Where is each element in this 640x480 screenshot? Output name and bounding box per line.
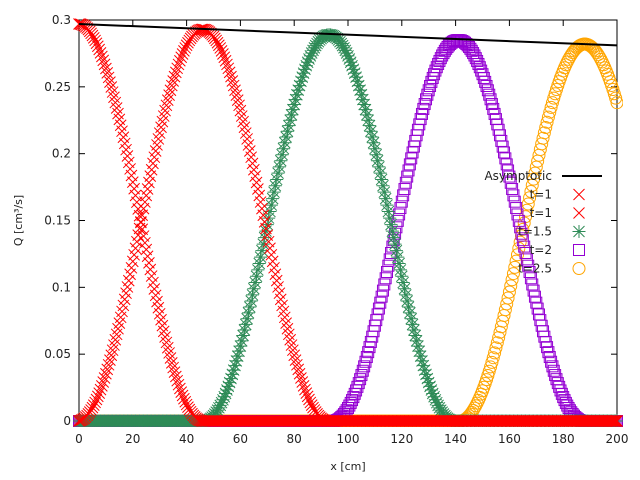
x-tick-label: 60 bbox=[233, 432, 248, 446]
legend-label: t=1.5 bbox=[518, 225, 552, 239]
legend-label: t=2 bbox=[530, 243, 552, 257]
x-axis-label: x [cm] bbox=[330, 460, 365, 473]
legend-marker-icon bbox=[572, 225, 586, 238]
y-tick-label: 0.1 bbox=[52, 280, 71, 294]
x-tick-label: 160 bbox=[498, 432, 521, 446]
x-tick-label: 20 bbox=[125, 432, 140, 446]
legend-marker-icon bbox=[573, 244, 585, 256]
y-tick-label: 0.05 bbox=[44, 347, 71, 361]
y-tick-label: 0.2 bbox=[52, 147, 71, 161]
legend-label: Asymptotic bbox=[484, 169, 552, 183]
x-tick-label: 180 bbox=[552, 432, 575, 446]
legend-marker-icon bbox=[573, 207, 585, 219]
legend-label: t=1 bbox=[530, 188, 552, 202]
y-axis-label: Q [cm³/s] bbox=[12, 195, 25, 246]
x-tick-label: 200 bbox=[606, 432, 629, 446]
x-tick-label: 80 bbox=[287, 432, 302, 446]
x-tick-label: 0 bbox=[75, 432, 83, 446]
legend-marker-icon bbox=[572, 262, 586, 275]
plot-area bbox=[73, 18, 623, 427]
y-tick-label: 0.25 bbox=[44, 80, 71, 94]
legend-marker-icon bbox=[573, 188, 585, 201]
x-tick-label: 100 bbox=[337, 432, 360, 446]
legend-label: t=2.5 bbox=[518, 262, 552, 276]
y-tick-label: 0.15 bbox=[44, 214, 71, 228]
legend-label: t=1 bbox=[530, 206, 552, 220]
series-t-1 bbox=[73, 18, 623, 427]
x-tick-label: 120 bbox=[390, 432, 413, 446]
asymptotic-line bbox=[78, 23, 618, 47]
x-tick-label: 140 bbox=[444, 432, 467, 446]
plot-frame bbox=[78, 19, 618, 422]
y-tick-label: 0 bbox=[63, 414, 71, 428]
y-tick-label: 0.3 bbox=[52, 13, 71, 27]
x-tick-label: 40 bbox=[179, 432, 194, 446]
